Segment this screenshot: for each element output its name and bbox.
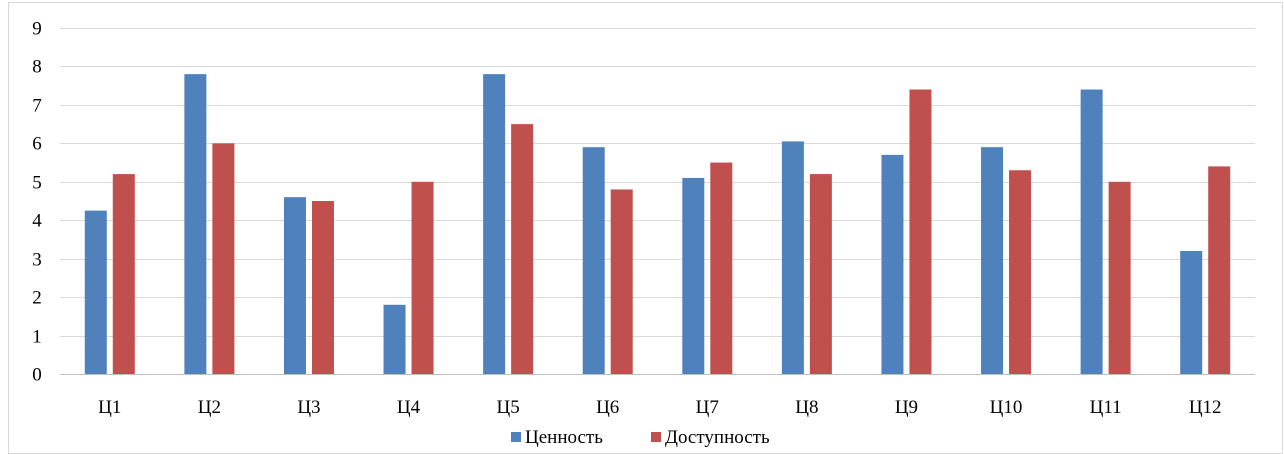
x-tick-label: Ц3 [297, 397, 320, 418]
bar-value-7 [682, 177, 705, 374]
bar-value-3 [283, 197, 306, 374]
y-tick-label: 7 [32, 96, 42, 117]
bar-availability-12 [1208, 166, 1231, 374]
gridlines [60, 28, 1255, 337]
y-tick-label: 2 [32, 288, 42, 309]
bar-value-9 [881, 154, 904, 374]
bars [84, 74, 1231, 374]
x-tick-label: Ц7 [696, 397, 719, 418]
bar-value-8 [781, 141, 804, 374]
bar-availability-5 [511, 124, 534, 374]
x-tick-label: Ц11 [1090, 397, 1122, 418]
bar-availability-2 [212, 143, 235, 374]
y-tick-label: 0 [32, 365, 42, 386]
bar-availability-7 [710, 162, 733, 374]
bar-value-5 [483, 74, 506, 374]
bar-availability-6 [610, 189, 633, 374]
bar-availability-4 [411, 181, 434, 374]
y-tick-label: 5 [32, 173, 42, 194]
legend-swatch-availability [651, 432, 661, 442]
y-tick-label: 9 [32, 19, 42, 40]
x-tick-label: Ц12 [1189, 397, 1222, 418]
legend-swatch-value [511, 432, 521, 442]
legend-label-availability: Доступность [665, 427, 770, 448]
bar-value-2 [184, 74, 207, 374]
bar-value-6 [582, 147, 605, 374]
bar-availability-1 [112, 174, 135, 374]
bar-availability-10 [1009, 170, 1032, 374]
x-tick-label: Ц6 [596, 397, 619, 418]
y-tick-label: 8 [32, 57, 42, 78]
x-tick-label: Ц10 [990, 397, 1023, 418]
bar-value-1 [84, 210, 107, 374]
y-tick-label: 3 [32, 250, 42, 271]
x-tick-label: Ц9 [895, 397, 918, 418]
bar-availability-11 [1108, 181, 1131, 374]
bar-availability-9 [909, 89, 932, 374]
y-tick-label: 4 [32, 211, 42, 232]
bar-availability-8 [809, 174, 832, 374]
x-tick-label: Ц1 [98, 397, 121, 418]
y-axis-ticks: 0 1 2 3 4 5 6 7 8 9 [32, 19, 42, 386]
bar-value-10 [981, 147, 1004, 374]
x-axis-ticks: Ц1 Ц2 Ц3 Ц4 Ц5 Ц6 Ц7 Ц8 Ц9 Ц10 Ц11 Ц12 [98, 397, 1221, 418]
legend: Ценность Доступность [511, 427, 770, 448]
x-tick-label: Ц4 [397, 397, 421, 418]
legend-label-value: Ценность [525, 427, 603, 448]
x-tick-label: Ц5 [497, 397, 520, 418]
x-tick-label: Ц8 [795, 397, 818, 418]
y-tick-label: 1 [32, 327, 42, 348]
x-tick-label: Ц2 [198, 397, 221, 418]
bar-value-4 [383, 304, 406, 374]
bar-value-12 [1180, 250, 1203, 374]
y-tick-label: 6 [32, 134, 42, 155]
bar-availability-3 [311, 201, 334, 374]
bar-value-11 [1080, 89, 1103, 374]
